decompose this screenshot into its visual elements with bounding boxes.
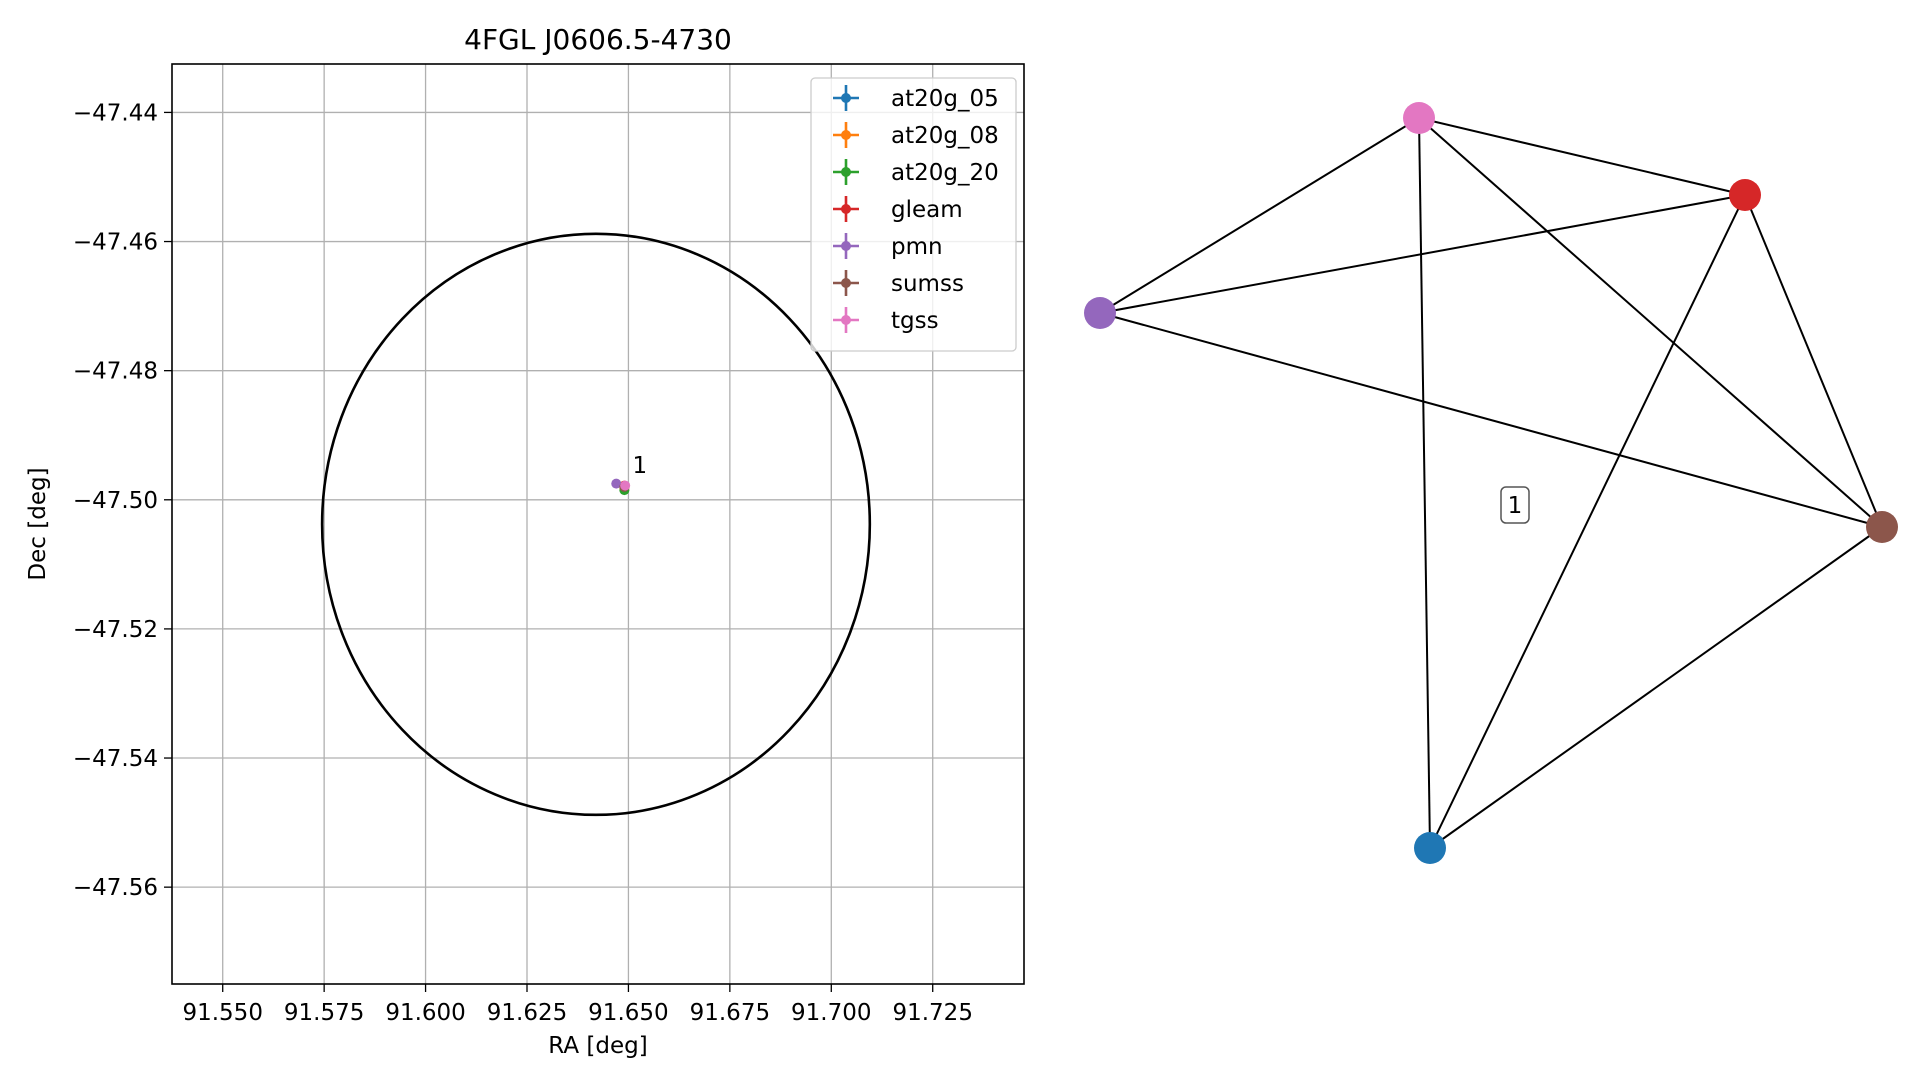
y-tick-label: −47.50 bbox=[73, 488, 158, 514]
graph-node bbox=[1729, 179, 1761, 211]
graph-edge bbox=[1418, 117, 1431, 849]
x-tick-label: 91.625 bbox=[487, 1000, 567, 1026]
y-axis-label: Dec [deg] bbox=[25, 467, 51, 580]
y-tick-label: −47.46 bbox=[73, 230, 158, 256]
x-tick-label: 91.675 bbox=[690, 1000, 770, 1026]
x-tick-label: 91.725 bbox=[892, 1000, 972, 1026]
data-point-pmn bbox=[611, 478, 622, 489]
graph-label: 1 bbox=[1508, 493, 1523, 519]
point-annotation: 1 bbox=[632, 453, 647, 479]
y-tick-label: −47.52 bbox=[73, 617, 158, 643]
legend-marker-dot bbox=[841, 241, 851, 251]
plot-frame bbox=[171, 63, 1025, 985]
graph-edge bbox=[1099, 194, 1746, 314]
legend-label: gleam bbox=[891, 197, 963, 223]
graph-node bbox=[1866, 511, 1898, 543]
legend-marker-dot bbox=[841, 167, 851, 177]
graph-edge bbox=[1418, 117, 1746, 196]
legend-box bbox=[810, 77, 1017, 352]
graph-edge bbox=[1744, 194, 1883, 528]
error-ellipse bbox=[320, 232, 872, 817]
x-tick-label: 91.575 bbox=[284, 1000, 364, 1026]
chart-title: 4FGL J0606.5-4730 bbox=[464, 23, 732, 56]
legend-marker-dot bbox=[841, 93, 851, 103]
graph-label-box bbox=[1500, 486, 1530, 524]
graph-edge bbox=[1099, 312, 1883, 528]
legend-marker-dot bbox=[841, 204, 851, 214]
legend-label: tgss bbox=[891, 308, 939, 334]
legend-label: at20g_08 bbox=[891, 123, 999, 149]
x-tick-label: 91.700 bbox=[791, 1000, 871, 1026]
graph-edge bbox=[1429, 526, 1883, 849]
legend-marker-dot bbox=[841, 130, 851, 140]
y-tick-label: −47.56 bbox=[73, 875, 158, 901]
graph-edge bbox=[1418, 117, 1883, 528]
association-network-graph: 1 bbox=[1084, 102, 1898, 864]
x-tick-label: 91.600 bbox=[385, 1000, 465, 1026]
legend-marker-dot bbox=[841, 278, 851, 288]
graph-edge bbox=[1099, 117, 1420, 314]
y-tick-label: −47.48 bbox=[73, 359, 158, 385]
y-tick-label: −47.44 bbox=[73, 100, 158, 126]
graph-node bbox=[1403, 102, 1435, 134]
sky-position-plot: 1 91.550 91.575 91.600 91.625 91.650 91.675 91.… bbox=[25, 23, 1025, 1059]
y-tick-label: −47.54 bbox=[73, 746, 158, 772]
x-axis-label: RA [deg] bbox=[548, 1033, 647, 1059]
legend-marker-dot bbox=[841, 315, 851, 325]
graph-node bbox=[1414, 832, 1446, 864]
legend-label: pmn bbox=[891, 234, 943, 260]
legend-label: at20g_05 bbox=[891, 86, 999, 112]
legend-label: sumss bbox=[891, 271, 964, 297]
graph-node bbox=[1084, 297, 1116, 329]
x-tick-label: 91.650 bbox=[588, 1000, 668, 1026]
x-tick-label: 91.550 bbox=[182, 1000, 262, 1026]
data-point-tgss bbox=[620, 480, 631, 491]
graph-edge bbox=[1429, 194, 1746, 849]
legend-label: at20g_20 bbox=[891, 160, 999, 186]
